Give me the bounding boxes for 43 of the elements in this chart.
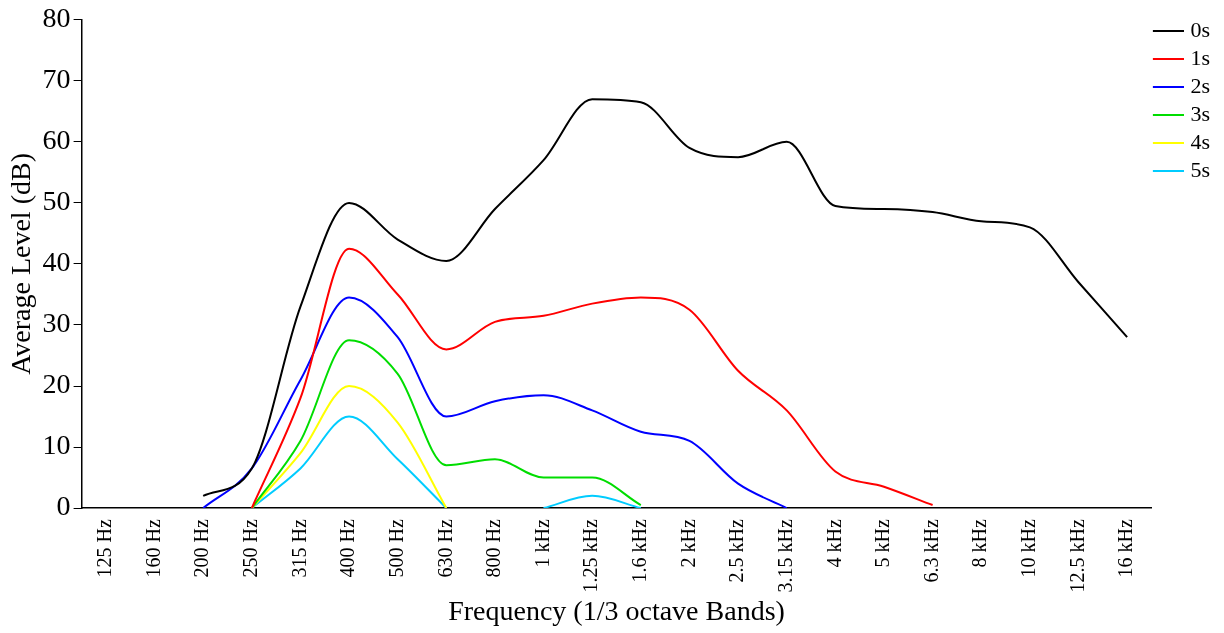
legend-label: 4s: [1190, 128, 1210, 154]
x-tick-label: 12.5 kHz: [1065, 518, 1088, 593]
y-tick-label: 70: [42, 63, 71, 95]
y-tick-label: 20: [42, 368, 71, 400]
legend-label: 0s: [1190, 16, 1210, 42]
y-tick-label: 40: [42, 246, 71, 278]
legend-label: 3s: [1190, 100, 1210, 126]
x-tick-label: 6.3 kHz: [919, 518, 942, 583]
x-tick-label: 250 Hz: [239, 518, 262, 578]
x-tick-label: 8 kHz: [968, 518, 991, 568]
x-tick-label: 16 kHz: [1114, 518, 1137, 578]
y-tick-label: 0: [56, 490, 71, 522]
x-tick-label: 160 Hz: [141, 518, 164, 578]
x-tick-label: 125 Hz: [93, 518, 116, 578]
line-series: [202, 98, 1129, 497]
y-tick-label: 60: [42, 124, 71, 156]
x-tick-label: 630 Hz: [433, 518, 456, 578]
x-tick-label: 200 Hz: [190, 518, 213, 578]
legend-label: 5s: [1190, 156, 1210, 182]
line-series: [250, 247, 934, 509]
y-tick-label: 30: [42, 307, 71, 339]
line-series: [250, 385, 448, 509]
x-tick-label: 800 Hz: [482, 518, 505, 578]
x-tick-label: 1.25 kHz: [579, 518, 602, 593]
x-axis-title: Frequency (1/3 octave Bands): [448, 594, 785, 626]
legend-label: 1s: [1190, 44, 1210, 70]
x-tick-label: 1 kHz: [530, 518, 553, 568]
x-tick-label: 400 Hz: [336, 518, 359, 578]
y-tick-label: 80: [42, 2, 71, 34]
x-tick-label: 3.15 kHz: [773, 518, 796, 593]
x-tick-label: 4 kHz: [822, 518, 845, 568]
x-tick-label: 10 kHz: [1017, 518, 1040, 578]
x-tick-label: 2 kHz: [676, 518, 699, 568]
x-tick-label: 2.5 kHz: [725, 518, 748, 583]
x-tick-label: 1.6 kHz: [628, 518, 651, 583]
x-tick-label: 315 Hz: [287, 518, 310, 578]
x-tick-label: 500 Hz: [384, 518, 407, 578]
line-series: [202, 296, 788, 509]
legend-label: 2s: [1190, 72, 1210, 98]
y-tick-label: 50: [42, 185, 71, 217]
y-tick-label: 10: [42, 429, 71, 461]
y-axis-title: Average Level (dB): [5, 153, 37, 375]
x-tick-label: 5 kHz: [871, 518, 894, 568]
